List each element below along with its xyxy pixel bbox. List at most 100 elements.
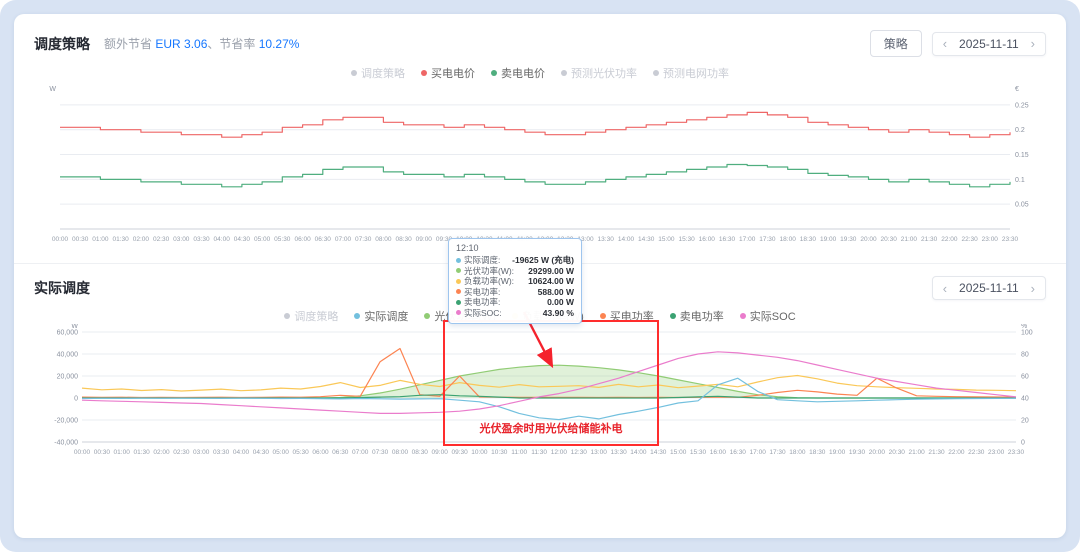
svg-text:22:30: 22:30 <box>961 236 978 243</box>
strategy-button[interactable]: 策略 <box>869 30 922 57</box>
svg-text:08:30: 08:30 <box>395 236 412 243</box>
svg-text:08:00: 08:00 <box>375 236 392 243</box>
svg-text:04:00: 04:00 <box>214 236 231 243</box>
strategy-legend: 调度策略 买电电价 卖电电价 预测光伏功率 预测电网功率 <box>14 65 1066 81</box>
strategy-date: 2025-11-11 <box>959 36 1019 51</box>
svg-text:03:00: 03:00 <box>193 449 210 456</box>
legend-item[interactable]: 调度策略 <box>284 308 338 324</box>
svg-text:02:30: 02:30 <box>153 236 170 243</box>
svg-text:14:00: 14:00 <box>618 236 635 243</box>
svg-text:60: 60 <box>1021 374 1029 381</box>
series-line <box>60 111 1011 138</box>
svg-text:80: 80 <box>1021 352 1029 359</box>
svg-text:17:00: 17:00 <box>739 236 756 243</box>
svg-text:W: W <box>71 324 78 330</box>
legend-item[interactable]: 光伏功率(W) <box>424 308 496 324</box>
svg-text:19:00: 19:00 <box>829 449 846 456</box>
svg-text:0.15: 0.15 <box>1015 152 1029 159</box>
legend-label: 预测电网功率 <box>663 68 729 80</box>
svg-text:02:00: 02:00 <box>133 236 150 243</box>
legend-item[interactable]: 预测电网功率 <box>653 65 729 81</box>
svg-text:18:00: 18:00 <box>780 236 797 243</box>
svg-text:11:30: 11:30 <box>531 449 547 456</box>
actual-legend: 调度策略 实际调度 光伏功率(W) 负载功率(W) 买电功率 卖电功率 实际SOC <box>14 308 1066 324</box>
svg-text:01:00: 01:00 <box>92 236 109 243</box>
legend-label: 买电功率 <box>609 311 654 323</box>
svg-text:19:30: 19:30 <box>840 236 857 243</box>
legend-item[interactable]: 负载功率(W) <box>512 308 584 324</box>
savings-summary: 额外节省 EUR 3.06、节省率 10.27% <box>104 35 299 52</box>
legend-label: 卖电电价 <box>501 68 545 80</box>
svg-text:05:00: 05:00 <box>254 236 271 243</box>
svg-text:06:00: 06:00 <box>312 449 329 456</box>
svg-text:13:30: 13:30 <box>610 449 627 456</box>
svg-text:23:30: 23:30 <box>1008 449 1025 456</box>
svg-text:0.25: 0.25 <box>1015 102 1029 109</box>
svg-text:07:30: 07:30 <box>355 236 372 243</box>
svg-text:12:00: 12:00 <box>537 236 554 243</box>
legend-item[interactable]: 实际SOC <box>739 308 796 324</box>
svg-text:08:00: 08:00 <box>392 449 409 456</box>
svg-text:17:30: 17:30 <box>769 449 786 456</box>
svg-text:12:00: 12:00 <box>551 449 568 456</box>
svg-text:01:00: 01:00 <box>114 449 131 456</box>
series-line <box>81 374 1017 392</box>
series-line <box>81 351 1017 414</box>
svg-text:17:00: 17:00 <box>750 449 767 456</box>
svg-text:100: 100 <box>1021 330 1033 337</box>
svg-text:16:00: 16:00 <box>710 449 727 456</box>
legend-item[interactable]: 卖电电价 <box>491 65 545 81</box>
svg-text:40,000: 40,000 <box>57 352 79 359</box>
next-day-icon[interactable]: › <box>1030 36 1035 51</box>
svg-text:12:30: 12:30 <box>571 449 588 456</box>
legend-dot-icon <box>491 70 497 76</box>
svg-text:07:00: 07:00 <box>352 449 369 456</box>
svg-text:18:00: 18:00 <box>789 449 806 456</box>
svg-text:03:30: 03:30 <box>213 449 230 456</box>
svg-text:16:00: 16:00 <box>699 236 716 243</box>
svg-text:11:30: 11:30 <box>517 236 533 243</box>
svg-text:0.2: 0.2 <box>1015 127 1025 134</box>
actual-date-picker[interactable]: ‹ 2025-11-11 › <box>931 276 1046 300</box>
svg-text:06:30: 06:30 <box>315 236 332 243</box>
svg-text:05:00: 05:00 <box>273 449 290 456</box>
svg-text:11:00: 11:00 <box>511 449 527 456</box>
legend-item[interactable]: 买电电价 <box>421 65 475 81</box>
svg-text:01:30: 01:30 <box>112 236 129 243</box>
svg-text:00:00: 00:00 <box>52 236 69 243</box>
svg-text:0: 0 <box>1021 440 1025 447</box>
legend-item[interactable]: 卖电功率 <box>669 308 724 324</box>
saving-rate: 10.27% <box>258 37 300 51</box>
svg-text:22:00: 22:00 <box>941 236 958 243</box>
svg-text:02:00: 02:00 <box>153 449 170 456</box>
svg-text:03:00: 03:00 <box>173 236 190 243</box>
legend-label: 负载功率(W) <box>522 311 584 323</box>
legend-item[interactable]: 买电功率 <box>599 308 654 324</box>
svg-text:09:00: 09:00 <box>432 449 449 456</box>
legend-label: 光伏功率(W) <box>434 311 497 323</box>
legend-label: 调度策略 <box>361 68 405 80</box>
strategy-date-picker[interactable]: ‹ 2025-11-11 › <box>931 31 1046 56</box>
strategy-panel: 调度策略 额外节省 EUR 3.06、节省率 10.27% 策略 ‹ 2025-… <box>14 14 1066 257</box>
svg-text:-40,000: -40,000 <box>54 440 78 447</box>
svg-text:10:00: 10:00 <box>456 236 473 243</box>
svg-text:11:00: 11:00 <box>497 236 513 243</box>
legend-dot-icon <box>421 70 427 76</box>
svg-text:14:00: 14:00 <box>630 449 647 456</box>
svg-text:13:00: 13:00 <box>591 449 608 456</box>
legend-item[interactable]: 预测光伏功率 <box>561 65 637 81</box>
legend-item[interactable]: 调度策略 <box>351 65 405 81</box>
legend-label: 实际SOC <box>749 311 796 323</box>
svg-text:17:30: 17:30 <box>759 236 776 243</box>
svg-text:W: W <box>49 86 56 93</box>
svg-text:00:00: 00:00 <box>74 449 91 456</box>
svg-text:23:00: 23:00 <box>982 236 999 243</box>
svg-text:00:30: 00:30 <box>94 449 111 456</box>
prev-day-icon[interactable]: ‹ <box>942 36 948 51</box>
legend-dot-icon <box>739 313 746 319</box>
legend-item[interactable]: 实际调度 <box>354 308 408 324</box>
prev-day-icon[interactable]: ‹ <box>942 280 948 296</box>
dashboard-card: 调度策略 额外节省 EUR 3.06、节省率 10.27% 策略 ‹ 2025-… <box>14 14 1066 538</box>
next-day-icon[interactable]: › <box>1030 280 1035 296</box>
